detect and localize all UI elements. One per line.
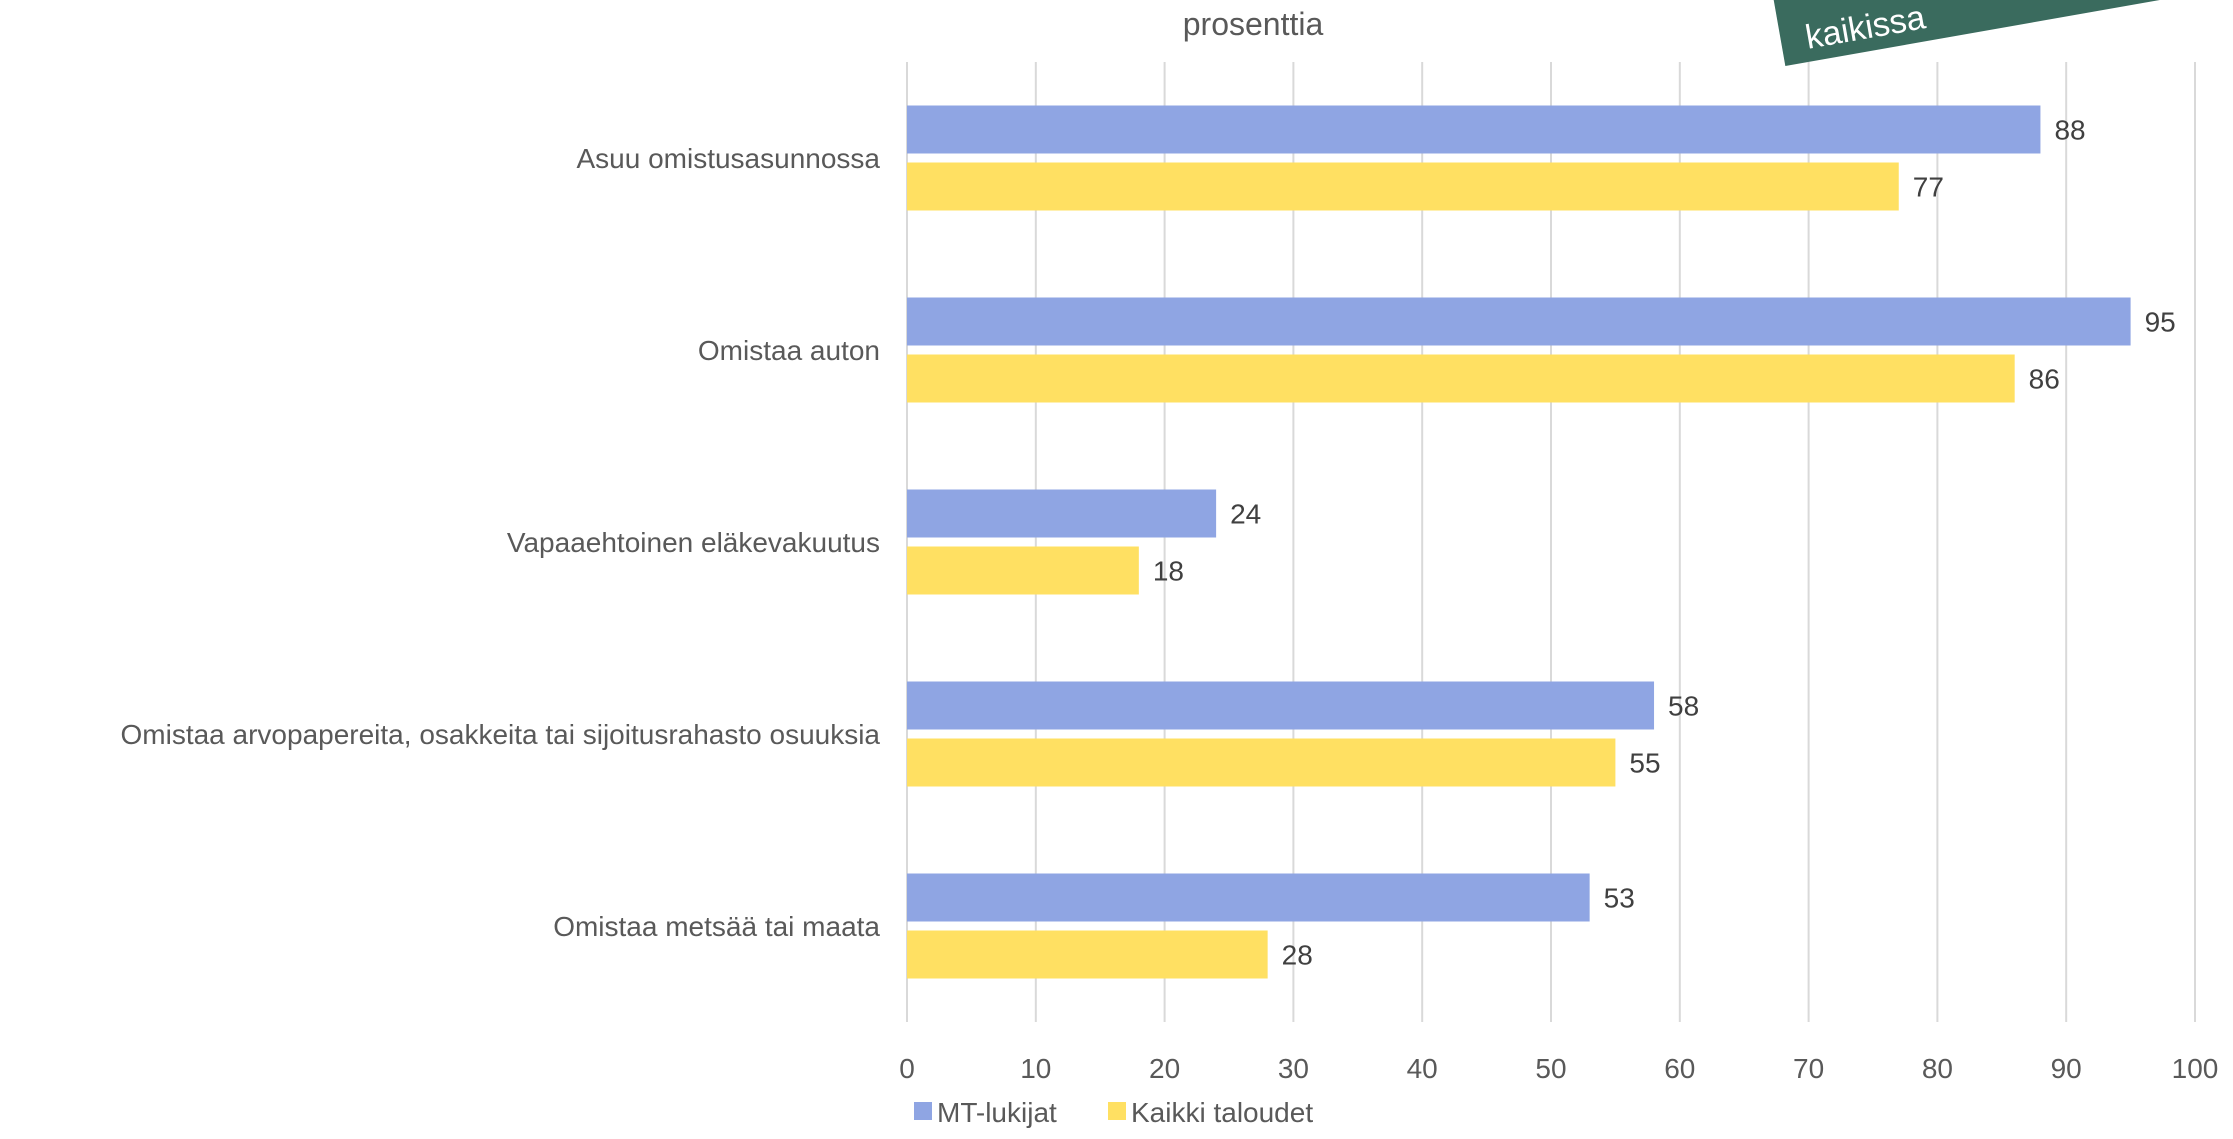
data-labels: 88 77 95 86 24 18 58 55 53 28 (1153, 115, 2176, 971)
x-tick-label: 70 (1793, 1053, 1824, 1084)
bar-kaikki-taloudet (907, 930, 1268, 979)
category-label: Omistaa metsää tai maata (553, 911, 880, 942)
chart-subtitle: prosenttia (1183, 6, 1324, 42)
bar-mt-lukijat (907, 297, 2131, 346)
x-tick-label: 20 (1149, 1053, 1180, 1084)
bar-mt-lukijat (907, 105, 2041, 154)
bar-kaikki-taloudet (907, 546, 1139, 595)
data-label: 55 (1629, 748, 1660, 779)
bar-kaikki-taloudet (907, 162, 1899, 211)
data-label: 88 (2054, 115, 2085, 146)
data-label: 28 (1282, 940, 1313, 971)
legend-label: MT-lukijat (937, 1097, 1057, 1128)
data-label: 18 (1153, 556, 1184, 587)
x-tick-label: 40 (1407, 1053, 1438, 1084)
data-label: 95 (2145, 307, 2176, 338)
banner-background (1772, 0, 2219, 67)
x-tick-label: 50 (1535, 1053, 1566, 1084)
category-label: Omistaa auton (698, 335, 880, 366)
category-label: Omistaa arvopapereita, osakkeita tai sij… (121, 719, 881, 750)
x-tick-label: 100 (2172, 1053, 2219, 1084)
data-label: 53 (1604, 883, 1635, 914)
data-label: 86 (2029, 364, 2060, 395)
data-label: 24 (1230, 499, 1261, 530)
x-axis-ticks: 0 10 20 30 40 50 60 70 80 90 100 (899, 1053, 2218, 1084)
bar-kaikki-taloudet (907, 738, 1616, 787)
x-tick-label: 90 (2051, 1053, 2082, 1084)
category-label: Vapaaehtoinen eläkevakuutus (507, 527, 880, 558)
banner-badge: kaikissa (1772, 0, 2219, 67)
x-tick-label: 60 (1664, 1053, 1695, 1084)
gridlines (906, 62, 2196, 1022)
category-label: Asuu omistusasunnossa (576, 143, 880, 174)
bar-mt-lukijat (907, 489, 1217, 538)
x-tick-label: 30 (1278, 1053, 1309, 1084)
bar-kaikki-taloudet (907, 354, 2015, 403)
x-tick-label: 80 (1922, 1053, 1953, 1084)
x-tick-label: 0 (899, 1053, 915, 1084)
category-labels: Asuu omistusasunnossa Omistaa auton Vapaae… (121, 143, 881, 942)
bar-mt-lukijat (907, 681, 1655, 730)
x-tick-label: 10 (1020, 1053, 1051, 1084)
legend-swatch (1108, 1102, 1126, 1120)
data-label: 77 (1913, 172, 1944, 203)
data-label: 58 (1668, 691, 1699, 722)
bars (907, 105, 2131, 979)
legend-swatch (914, 1102, 932, 1120)
legend-label: Kaikki taloudet (1131, 1097, 1313, 1128)
bar-mt-lukijat (907, 873, 1590, 922)
legend: MT-lukijat Kaikki taloudet (914, 1097, 1313, 1128)
